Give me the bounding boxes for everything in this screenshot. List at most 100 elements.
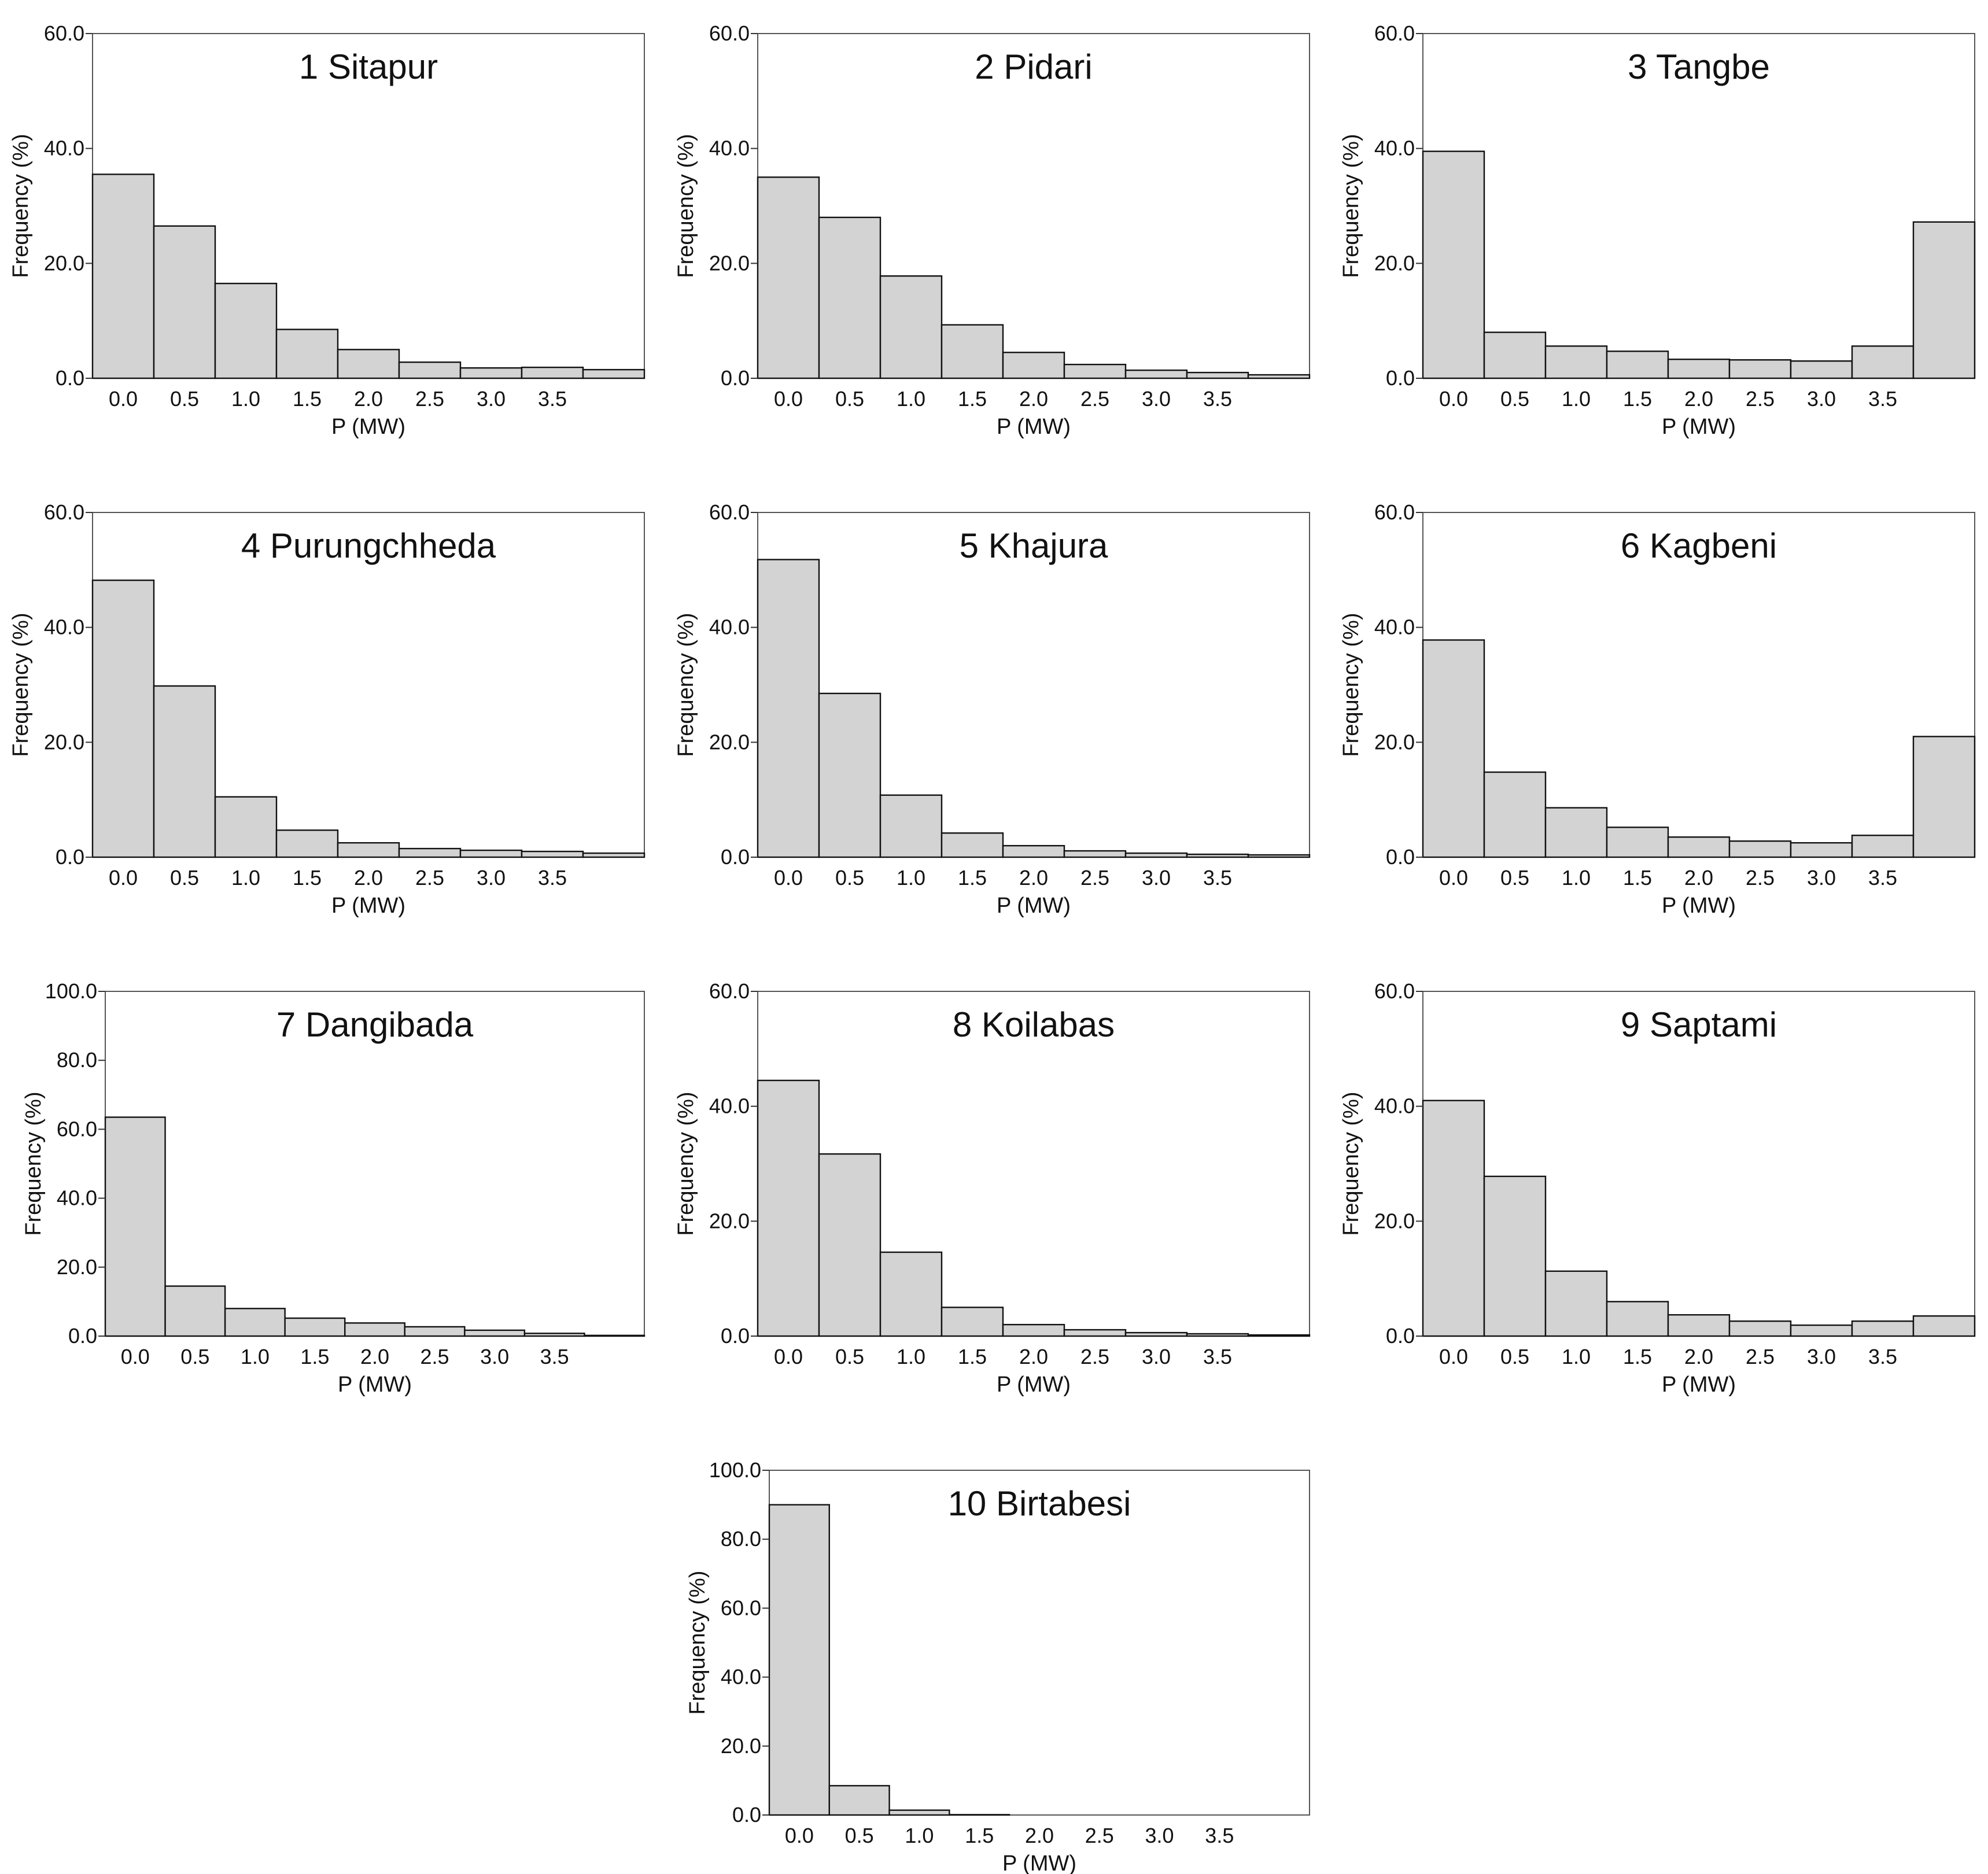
x-tick-label: 1.0 xyxy=(905,1824,934,1847)
x-axis-label: P (MW) xyxy=(997,415,1071,439)
y-tick-label: 80.0 xyxy=(721,1527,761,1551)
y-tick-label: 20.0 xyxy=(1374,1209,1415,1233)
x-tick-label: 3.0 xyxy=(1142,387,1171,411)
x-tick-label: 0.0 xyxy=(121,1345,150,1368)
x-tick-label: 0.0 xyxy=(1439,1345,1468,1368)
x-tick-label: 2.0 xyxy=(354,866,383,890)
histogram-bar xyxy=(940,832,1004,858)
x-tick-label: 0.0 xyxy=(1439,866,1468,890)
panel-title: 1 Sitapur xyxy=(299,47,438,86)
x-tick-label: 1.0 xyxy=(897,1345,925,1368)
x-tick-label: 0.5 xyxy=(170,866,199,890)
y-tick-label: 20.0 xyxy=(709,730,750,754)
panel-8: 8 Koilabas P (MW) Frequency (%) 0.0 20.0 4… xyxy=(674,979,1311,1397)
histogram-bar xyxy=(1124,852,1188,858)
panel-9: 9 Saptami P (MW) Frequency (%) 0.0 20.0 40… xyxy=(1339,979,1976,1397)
x-tick-label: 3.0 xyxy=(480,1345,509,1368)
x-tick-label: 0.0 xyxy=(774,387,803,411)
histogram-bar xyxy=(1247,854,1311,858)
histogram-bar xyxy=(1483,771,1547,858)
histogram-bar xyxy=(757,176,820,379)
histogram-bar xyxy=(214,282,278,379)
x-tick-label: 0.5 xyxy=(180,1345,209,1368)
x-axis-label: P (MW) xyxy=(331,894,405,918)
x-tick-label: 1.5 xyxy=(1623,866,1652,890)
x-tick-label: 3.0 xyxy=(1142,1345,1171,1368)
histogram-bar xyxy=(940,1307,1004,1337)
panel-4: 4 Purungchheda P (MW) Frequency (%) 0.0 2… xyxy=(9,500,646,918)
x-tick-label: 0.5 xyxy=(845,1824,874,1847)
y-tick-label: 0.0 xyxy=(1386,366,1415,390)
histogram-bar xyxy=(582,852,646,858)
x-tick-label: 2.5 xyxy=(1080,866,1109,890)
histogram-bar xyxy=(521,850,584,858)
x-tick-label: 1.5 xyxy=(965,1824,994,1847)
histogram-bar xyxy=(818,1153,881,1337)
y-axis-label: Frequency (%) xyxy=(9,613,33,757)
x-tick-label: 1.5 xyxy=(293,866,322,890)
x-tick-label: 2.0 xyxy=(1019,866,1048,890)
panel-title: 8 Koilabas xyxy=(953,1005,1115,1044)
y-tick-label: 20.0 xyxy=(57,1255,97,1279)
histogram-bar xyxy=(164,1285,226,1337)
x-tick-label: 2.5 xyxy=(415,866,444,890)
x-tick-label: 1.0 xyxy=(1562,387,1591,411)
histogram-bar xyxy=(1186,371,1249,379)
y-tick-label: 100.0 xyxy=(45,979,97,1003)
x-tick-label: 3.5 xyxy=(1868,1345,1897,1368)
x-tick-label: 2.0 xyxy=(1025,1824,1054,1847)
x-tick-label: 3.5 xyxy=(1203,1345,1232,1368)
histogram-bar xyxy=(757,1079,820,1337)
y-tick-label: 40.0 xyxy=(1374,137,1415,160)
histogram-bar xyxy=(1606,351,1669,379)
histogram-bar xyxy=(337,842,400,858)
x-tick-label: 3.0 xyxy=(1142,866,1171,890)
histogram-bar xyxy=(459,849,523,858)
histogram-bar xyxy=(284,1317,346,1337)
x-tick-label: 2.0 xyxy=(1019,387,1048,411)
y-tick-label: 60.0 xyxy=(1374,979,1415,1003)
x-tick-label: 3.0 xyxy=(477,387,506,411)
histogram-bar xyxy=(464,1329,526,1337)
y-tick-label: 40.0 xyxy=(44,615,84,639)
x-tick-label: 1.0 xyxy=(1562,866,1591,890)
x-tick-label: 2.5 xyxy=(1080,1345,1109,1368)
histogram-bar xyxy=(1790,842,1853,858)
x-tick-label: 1.5 xyxy=(293,387,322,411)
histogram-bar xyxy=(1544,807,1608,858)
x-tick-label: 0.5 xyxy=(1500,866,1529,890)
histogram-bar xyxy=(1247,1334,1311,1337)
panel-2: 2 Pidari P (MW) Frequency (%) 0.0 20.0 40.… xyxy=(674,21,1311,439)
x-tick-label: 2.5 xyxy=(415,387,444,411)
y-tick-label: 0.0 xyxy=(68,1324,97,1348)
panel-title: 5 Khajura xyxy=(960,526,1108,565)
x-tick-label: 2.0 xyxy=(360,1345,389,1368)
histogram-bar xyxy=(1667,359,1731,379)
y-axis-label: Frequency (%) xyxy=(674,613,698,757)
y-axis-label: Frequency (%) xyxy=(21,1091,46,1235)
y-tick-label: 60.0 xyxy=(44,500,84,524)
x-tick-label: 3.5 xyxy=(1868,387,1897,411)
histogram-bar xyxy=(459,367,523,379)
x-axis-label: P (MW) xyxy=(1662,1373,1736,1397)
histogram-bar xyxy=(1851,1320,1915,1337)
x-tick-label: 3.5 xyxy=(1203,866,1232,890)
histogram-bar xyxy=(275,829,339,858)
histogram-bar xyxy=(940,324,1004,379)
panel-6: 6 Kagbeni P (MW) Frequency (%) 0.0 20.0 40… xyxy=(1339,500,1976,918)
x-tick-label: 3.5 xyxy=(538,866,567,890)
histogram-bar xyxy=(879,794,943,858)
histogram-bar xyxy=(768,1504,830,1816)
y-tick-label: 60.0 xyxy=(709,979,750,1003)
x-tick-label: 1.0 xyxy=(897,387,925,411)
x-tick-label: 3.5 xyxy=(540,1345,569,1368)
x-tick-label: 0.0 xyxy=(109,866,138,890)
histogram-bar xyxy=(1247,374,1311,379)
x-tick-label: 1.5 xyxy=(1623,1345,1652,1368)
histogram-bar xyxy=(1728,359,1792,379)
x-tick-label: 0.0 xyxy=(774,1345,803,1368)
histogram-bar xyxy=(1483,331,1547,379)
panel-1: 1 Sitapur P (MW) Frequency (%) 0.0 20.0 40… xyxy=(9,21,646,439)
x-tick-label: 2.5 xyxy=(1746,387,1775,411)
